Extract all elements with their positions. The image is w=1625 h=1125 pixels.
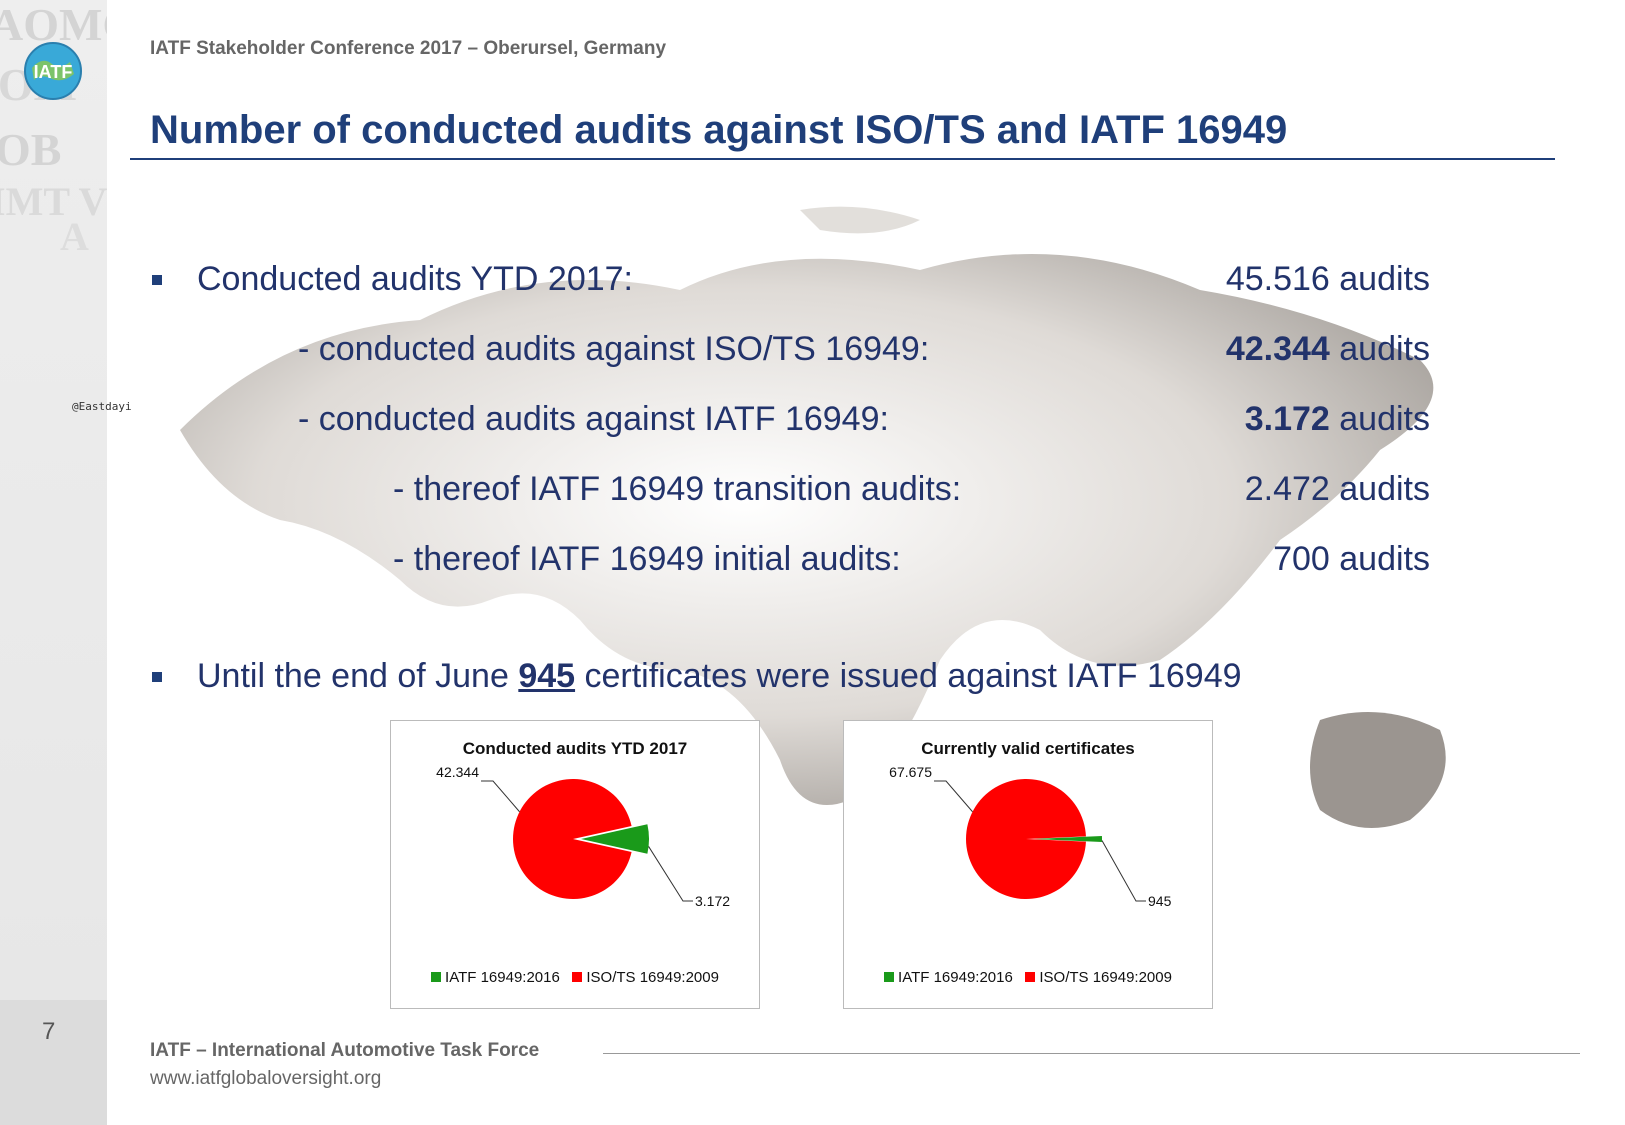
- row-value-number: 700: [1273, 540, 1330, 578]
- data-label-isots: 67.675: [889, 764, 932, 780]
- row-value-unit: audits: [1329, 540, 1430, 578]
- chart-title: Conducted audits YTD 2017: [462, 739, 688, 758]
- statement-after: certificates were issued against IATF 16…: [575, 657, 1242, 695]
- leader-line: [934, 780, 973, 813]
- logo-text: IATF: [34, 62, 73, 82]
- row-label-transition: - thereof IATF 16949 transition audits:: [393, 470, 962, 508]
- svg-text:A: A: [60, 214, 89, 259]
- svg-text:AOMC: AOMC: [0, 0, 107, 50]
- row-value-number: 3.172: [1244, 400, 1330, 438]
- left-sidebar: AOMC IOM OB IMT V A IATF 7: [0, 0, 107, 1125]
- row-label-isots: - conducted audits against ISO/TS 16949:: [298, 330, 930, 368]
- row-label-total: Conducted audits YTD 2017:: [197, 260, 633, 298]
- row-value-iatf: 3.172 audits: [1245, 400, 1430, 439]
- row-value-number: 42.344: [1225, 330, 1330, 368]
- data-label-isots: 42.344: [436, 764, 479, 780]
- chart-title: Currently valid certificates: [921, 739, 1135, 758]
- page-number: 7: [42, 1018, 56, 1045]
- legend-swatch-isots: [572, 972, 583, 982]
- pie-slice-isots: [513, 779, 632, 899]
- row-value-initial: 700 audits: [1273, 540, 1430, 579]
- leader-line: [481, 780, 520, 813]
- legend-label-iatf: IATF 16949:2016: [445, 969, 560, 986]
- row-value-number: 45.516: [1225, 260, 1330, 298]
- row-value-unit: audits: [1329, 330, 1430, 368]
- statement-before: Until the end of June: [197, 657, 519, 695]
- chart-legend: IATF 16949:2016 ISO/TS 16949:2009: [844, 969, 1212, 986]
- legend-label-isots: ISO/TS 16949:2009: [586, 969, 719, 986]
- iatf-logo: IATF: [24, 42, 82, 100]
- row-value-transition: 2.472 audits: [1245, 470, 1430, 509]
- page-title: Number of conducted audits against ISO/T…: [150, 108, 1288, 152]
- row-label-iatf: - conducted audits against IATF 16949:: [298, 400, 889, 438]
- legend-swatch-isots: [1025, 972, 1036, 982]
- pie-slice-isots: [966, 779, 1086, 899]
- row-value-unit: audits: [1329, 400, 1430, 438]
- row-value-isots: 42.344 audits: [1226, 330, 1430, 369]
- row-value-number: 2.472: [1244, 470, 1330, 508]
- statement-number: 945: [518, 657, 576, 695]
- pie-slice-iatf: [581, 824, 649, 854]
- chart-valid-certificates: Currently valid certificates 67.675 945 I…: [843, 720, 1213, 1009]
- data-label-iatf: 945: [1148, 893, 1172, 909]
- row-label-initial: - thereof IATF 16949 initial audits:: [393, 540, 901, 578]
- sidebar-decoration: AOMC IOM OB IMT V A: [0, 0, 107, 259]
- chart-audits-ytd: Conducted audits YTD 2017 42.344 3.172 IA…: [390, 720, 760, 1009]
- certificates-statement: Until the end of June 945 certificates w…: [197, 657, 1242, 696]
- conference-header: IATF Stakeholder Conference 2017 – Oberu…: [150, 38, 667, 59]
- watermark: @Eastdayi: [72, 400, 132, 413]
- footer-org: IATF – International Automotive Task For…: [150, 1040, 540, 1061]
- title-divider: [130, 158, 1555, 160]
- legend-swatch-iatf: [884, 972, 895, 982]
- leader-line: [648, 846, 693, 902]
- pie-chart: 67.675 945: [889, 764, 1172, 909]
- svg-text:IMT V: IMT V: [0, 179, 107, 224]
- legend-swatch-iatf: [431, 972, 442, 982]
- bullet-marker: [152, 275, 162, 285]
- footer-divider: [603, 1053, 1580, 1054]
- footer-url[interactable]: www.iatfglobaloversight.org: [150, 1068, 382, 1089]
- chart-legend: IATF 16949:2016 ISO/TS 16949:2009: [391, 969, 759, 986]
- pie-slice-iatf: [1034, 836, 1102, 842]
- row-value-total: 45.516 audits: [1226, 260, 1430, 299]
- legend-label-iatf: IATF 16949:2016: [898, 969, 1013, 986]
- bullet-marker: [152, 672, 162, 682]
- legend-label-isots: ISO/TS 16949:2009: [1039, 969, 1172, 986]
- data-label-iatf: 3.172: [695, 893, 730, 909]
- leader-line: [1101, 840, 1146, 902]
- row-value-unit: audits: [1329, 470, 1430, 508]
- pie-chart: 42.344 3.172: [436, 764, 730, 909]
- page-number-box: [0, 1000, 107, 1125]
- svg-text:OB: OB: [0, 124, 61, 175]
- row-value-unit: audits: [1329, 260, 1430, 298]
- world-map-background: [180, 206, 1446, 828]
